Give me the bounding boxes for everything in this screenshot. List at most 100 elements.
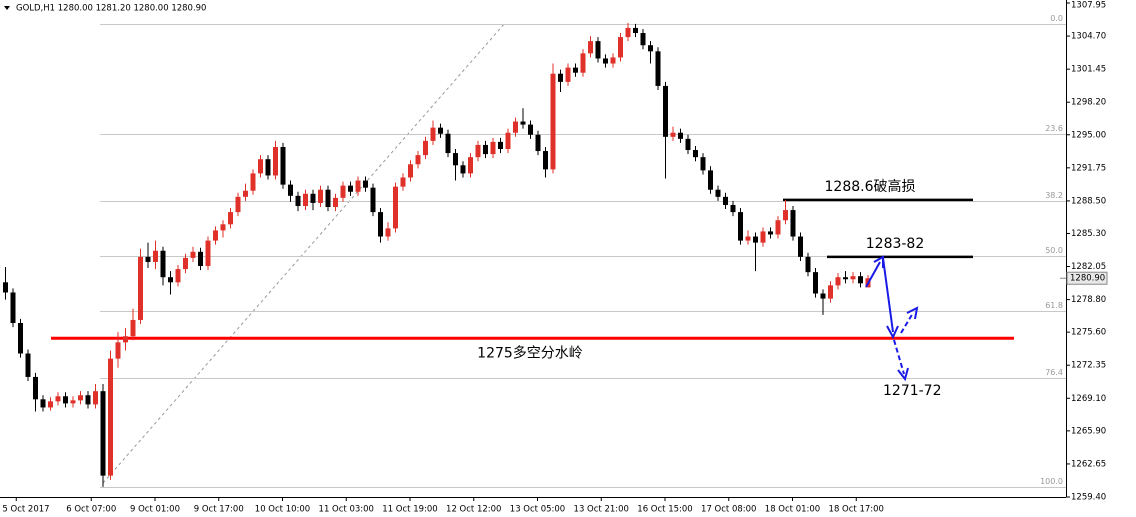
candle-body xyxy=(670,132,676,137)
candle-body xyxy=(303,193,308,206)
fib-label: 23.6 xyxy=(1045,124,1063,133)
candle-body xyxy=(655,51,661,86)
candle-body xyxy=(190,251,196,258)
candle-body xyxy=(445,133,451,154)
candle-body xyxy=(40,399,46,408)
fib-label: 38.2 xyxy=(1045,191,1063,200)
candle-body xyxy=(745,236,751,241)
candle-body xyxy=(213,230,218,241)
candle-body xyxy=(18,323,23,354)
x-tick-label: 12 Oct 12:00 xyxy=(446,505,501,515)
candle-body xyxy=(393,186,398,229)
candle-body xyxy=(798,236,803,257)
candle-body xyxy=(730,204,736,213)
candle-body xyxy=(130,319,136,337)
y-tick-label: 1272.35 xyxy=(1071,361,1106,371)
candle-body xyxy=(108,358,113,476)
candle-body xyxy=(438,127,443,134)
fib-label: 76.4 xyxy=(1045,368,1063,377)
target-label: 1271-72 xyxy=(883,383,942,399)
candle-body xyxy=(348,185,353,192)
candle-body xyxy=(400,177,406,187)
current-price-label: 1280.90 xyxy=(1070,274,1105,284)
candle-body xyxy=(595,41,601,59)
candle-body xyxy=(243,190,248,197)
candle-body xyxy=(138,256,143,320)
x-tick-label: 6 Oct 07:00 xyxy=(66,505,116,515)
candle-body xyxy=(220,224,226,231)
arrow-dashed-down xyxy=(893,339,905,375)
candle-body xyxy=(783,210,788,221)
candle-body xyxy=(370,187,376,213)
candle-body xyxy=(513,121,518,133)
candle-body xyxy=(258,159,263,174)
y-tick-label: 1278.80 xyxy=(1071,295,1106,305)
candle-body xyxy=(558,73,563,82)
candle-body xyxy=(378,212,383,237)
candle-body xyxy=(543,151,548,170)
x-tick-label: 10 Oct 10:00 xyxy=(255,505,310,515)
y-tick-label: 1259.40 xyxy=(1071,493,1106,503)
fib-label: 50.0 xyxy=(1045,246,1063,255)
candle-body xyxy=(340,185,346,198)
candle-body xyxy=(565,67,571,82)
current-price-box xyxy=(1066,271,1108,285)
candle-body xyxy=(123,336,128,343)
y-tick-label: 1307.95 xyxy=(1071,1,1106,11)
key-level-label: 1275多空分水岭 xyxy=(477,344,583,361)
arrow-up xyxy=(865,261,881,288)
candle-body xyxy=(198,251,203,267)
forecast-arrows xyxy=(865,255,919,382)
y-tick-label: 1295.00 xyxy=(1071,130,1106,140)
x-tick-label: 13 Oct 05:00 xyxy=(510,505,565,515)
x-tick-label: 11 Oct 03:00 xyxy=(319,505,374,515)
y-tick-label: 1298.20 xyxy=(1071,98,1106,108)
candle-body xyxy=(678,132,683,139)
candle-body xyxy=(273,146,278,176)
y-tick-label: 1301.45 xyxy=(1071,65,1106,75)
candle-body xyxy=(813,272,818,294)
candle-body xyxy=(160,250,166,278)
candle-body xyxy=(415,155,421,165)
fib-label: 0.0 xyxy=(1050,14,1063,23)
candle-body xyxy=(333,197,338,208)
x-tick-label: 9 Oct 17:00 xyxy=(194,505,244,515)
arrow-head xyxy=(897,367,909,382)
candle-body xyxy=(453,153,458,166)
candle-body xyxy=(693,150,698,158)
candle-body xyxy=(355,180,361,192)
candle-body xyxy=(850,276,856,280)
candle-body xyxy=(228,212,233,225)
candle-body xyxy=(550,73,556,170)
x-tick-label: 5 Oct 2017 xyxy=(2,505,49,515)
candle-body xyxy=(490,141,496,155)
candle-body xyxy=(483,144,488,155)
candle-body xyxy=(78,395,83,401)
candle-body xyxy=(55,396,61,402)
x-tick-label: 18 Oct 17:00 xyxy=(829,505,884,515)
candle-body xyxy=(618,37,623,58)
candle-body xyxy=(145,256,151,262)
candle-body xyxy=(715,189,721,197)
candle-body xyxy=(625,27,631,38)
candle-body xyxy=(250,173,256,191)
menu-arrow[interactable] xyxy=(4,6,10,10)
candle-body xyxy=(505,132,511,150)
candle-body xyxy=(820,293,826,299)
candle-body xyxy=(498,141,503,150)
y-tick-label: 1291.75 xyxy=(1071,163,1106,173)
candle-body xyxy=(265,159,271,176)
candle-body xyxy=(235,196,241,213)
candle-body xyxy=(573,67,578,73)
y-tick-label: 1275.60 xyxy=(1071,328,1106,338)
x-tick-label: 9 Oct 01:00 xyxy=(130,505,180,515)
candle-body xyxy=(858,276,863,284)
candle-body xyxy=(520,121,526,125)
y-tick-label: 1282.05 xyxy=(1071,262,1106,272)
candle-body xyxy=(685,138,691,151)
candle-body xyxy=(63,396,68,404)
candle-body xyxy=(430,127,436,141)
x-tick-label: 11 Oct 19:00 xyxy=(382,505,437,515)
